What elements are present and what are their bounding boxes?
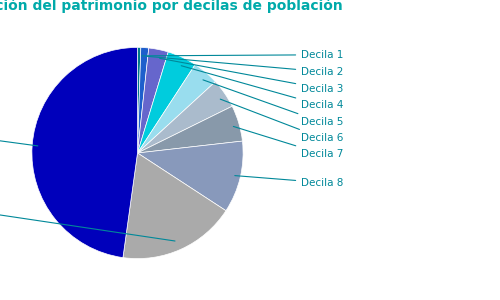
Text: Decila 5: Decila 5 xyxy=(203,80,344,128)
Wedge shape xyxy=(138,106,242,153)
Text: Decila 7: Decila 7 xyxy=(234,126,344,159)
Text: Decila 4: Decila 4 xyxy=(182,66,344,110)
Text: Decila 3: Decila 3 xyxy=(160,58,344,94)
Text: Decila 2: Decila 2 xyxy=(147,56,344,77)
Title: Distribución del patrimonio por decilas de población: Distribución del patrimonio por decilas … xyxy=(0,0,342,13)
Wedge shape xyxy=(138,64,216,153)
Wedge shape xyxy=(138,48,168,153)
Wedge shape xyxy=(32,47,138,258)
Wedge shape xyxy=(138,82,232,153)
Wedge shape xyxy=(123,153,226,259)
Wedge shape xyxy=(138,47,141,153)
Text: Decila 10: Decila 10 xyxy=(0,129,38,146)
Text: Decila 6: Decila 6 xyxy=(220,99,344,143)
Text: Decila 1: Decila 1 xyxy=(142,50,344,60)
Wedge shape xyxy=(138,52,195,153)
Wedge shape xyxy=(138,47,149,153)
Text: Decila 8: Decila 8 xyxy=(235,176,344,188)
Text: Decila 9: Decila 9 xyxy=(0,203,175,241)
Wedge shape xyxy=(138,141,243,211)
